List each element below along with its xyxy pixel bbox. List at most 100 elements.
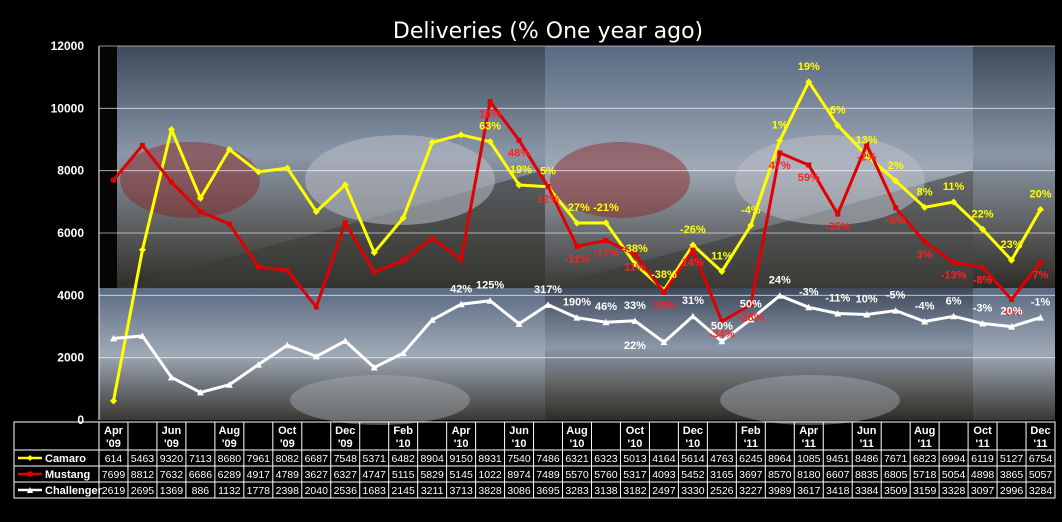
x-tick-year: '09 bbox=[280, 438, 295, 450]
data-point-mustang bbox=[748, 302, 754, 308]
annotation-challenger: -4% bbox=[915, 301, 935, 313]
table-cell-mustang: 4747 bbox=[363, 469, 387, 481]
annotation-challenger: 10% bbox=[856, 294, 878, 306]
annotation-camaro: 20% bbox=[1029, 189, 1051, 201]
annotation-camaro: -19% bbox=[506, 164, 532, 176]
data-point-mustang bbox=[661, 289, 667, 295]
table-cell-camaro: 9451 bbox=[826, 453, 850, 465]
annotation-camaro: 1% bbox=[772, 120, 788, 132]
data-point-challenger bbox=[776, 292, 784, 299]
data-point-mustang bbox=[139, 142, 145, 148]
annotation-challenger: -3% bbox=[799, 286, 819, 298]
car-silhouette-1 bbox=[305, 135, 495, 225]
table-cell-challenger: 3159 bbox=[913, 485, 937, 497]
table-cell-mustang: 8570 bbox=[768, 469, 792, 481]
table-cell-camaro: 7548 bbox=[334, 453, 358, 465]
data-point-mustang bbox=[632, 251, 638, 257]
table-cell-mustang: 6805 bbox=[884, 469, 908, 481]
annotation-mustang: 16% bbox=[479, 108, 501, 120]
x-tick-month: Aug bbox=[219, 425, 240, 437]
data-point-challenger bbox=[921, 318, 929, 325]
x-tick-year: '11 bbox=[1033, 438, 1047, 450]
annotation-camaro: 8% bbox=[917, 186, 933, 198]
x-tick-year: '10 bbox=[628, 438, 643, 450]
table-cell-camaro: 8082 bbox=[276, 453, 300, 465]
data-point-camaro bbox=[950, 198, 958, 206]
legend-key-marker-mustang bbox=[27, 471, 33, 477]
table-cell-mustang: 8835 bbox=[855, 469, 879, 481]
x-tick-year: '09 bbox=[164, 438, 179, 450]
y-tick-label: 6000 bbox=[57, 226, 84, 240]
grid-lines bbox=[98, 45, 1055, 420]
data-point-mustang bbox=[951, 259, 957, 265]
annotation-camaro: -38% bbox=[651, 269, 677, 281]
data-point-camaro bbox=[747, 221, 755, 229]
annotation-camaro: 19% bbox=[798, 61, 820, 73]
x-tick-year: '10 bbox=[685, 438, 700, 450]
table-cell-camaro: 8964 bbox=[768, 453, 792, 465]
annotation-challenger: 24% bbox=[769, 275, 791, 287]
data-point-mustang bbox=[574, 243, 580, 249]
annotation-challenger: 22% bbox=[624, 340, 646, 352]
table-cell-challenger: 1683 bbox=[363, 485, 387, 497]
table-cell-mustang: 5115 bbox=[392, 469, 415, 481]
data-point-mustang bbox=[400, 258, 406, 264]
data-point-challenger bbox=[254, 361, 262, 368]
x-tick-year: '10 bbox=[396, 438, 411, 450]
data-point-mustang bbox=[487, 98, 493, 104]
x-tick-year: '09 bbox=[222, 438, 237, 450]
y-tick-label: 10000 bbox=[51, 101, 85, 115]
table-cell-challenger: 2398 bbox=[276, 485, 300, 497]
table-cell-challenger: 886 bbox=[192, 485, 210, 497]
data-point-challenger bbox=[399, 349, 407, 357]
annotation-camaro: -27% bbox=[564, 202, 590, 214]
annotation-camaro: 63% bbox=[479, 121, 501, 133]
table-cell-challenger: 1132 bbox=[218, 485, 241, 497]
table-cell-challenger: 2695 bbox=[131, 485, 155, 497]
data-point-challenger bbox=[341, 337, 349, 344]
table-cell-mustang: 5317 bbox=[623, 469, 647, 481]
y-axis-ticks: 0 2000 4000 6000 8000 10000 12000 bbox=[51, 39, 85, 427]
annotation-challenger: 42% bbox=[450, 283, 472, 295]
table-cell-camaro: 6321 bbox=[565, 453, 589, 465]
table-cell-camaro: 4763 bbox=[710, 453, 734, 465]
car-silhouette-2 bbox=[120, 142, 260, 218]
table-cell-camaro: 8680 bbox=[218, 453, 242, 465]
table-cell-mustang: 8812 bbox=[131, 469, 155, 481]
car-silhouette-5 bbox=[290, 375, 470, 425]
data-point-mustang bbox=[980, 264, 986, 270]
annotation-camaro: -4% bbox=[741, 204, 761, 216]
table-cell-challenger: 3695 bbox=[536, 485, 560, 497]
x-tick-month: Aug bbox=[566, 425, 587, 437]
data-point-camaro bbox=[225, 145, 233, 153]
table-cell-challenger: 3418 bbox=[826, 485, 850, 497]
x-tick-year: '10 bbox=[454, 438, 469, 450]
data-point-camaro bbox=[167, 126, 175, 134]
x-tick-month: Oct bbox=[278, 425, 297, 437]
data-point-challenger bbox=[950, 312, 958, 320]
data-point-mustang bbox=[864, 142, 870, 148]
data-point-camaro bbox=[138, 246, 146, 254]
table-cell-camaro: 1085 bbox=[797, 453, 821, 465]
annotation-mustang: -2% bbox=[857, 152, 877, 164]
table-cell-mustang: 3165 bbox=[710, 469, 734, 481]
annotation-challenger: 33% bbox=[624, 300, 646, 312]
annotation-mustang: 12% bbox=[537, 194, 559, 206]
data-point-camaro bbox=[979, 225, 987, 233]
data-point-challenger bbox=[167, 373, 175, 381]
table-cell-mustang: 4789 bbox=[276, 469, 300, 481]
data-point-camaro bbox=[892, 177, 900, 185]
table-cell-challenger: 2526 bbox=[710, 485, 734, 497]
x-tick-month: Feb bbox=[393, 425, 413, 437]
series-lines bbox=[109, 78, 1045, 405]
data-point-camaro bbox=[776, 137, 784, 145]
annotation-camaro: 6% bbox=[830, 104, 846, 116]
table-cell-camaro: 6323 bbox=[594, 453, 618, 465]
annotation-challenger: 6% bbox=[946, 295, 962, 307]
data-point-challenger bbox=[834, 309, 842, 317]
x-tick-month: Apr bbox=[799, 425, 819, 437]
car-silhouette-6 bbox=[720, 375, 900, 425]
table-cell-mustang: 5145 bbox=[449, 469, 473, 481]
table-cell-camaro: 614 bbox=[105, 453, 123, 465]
table-cell-camaro: 7671 bbox=[884, 453, 908, 465]
